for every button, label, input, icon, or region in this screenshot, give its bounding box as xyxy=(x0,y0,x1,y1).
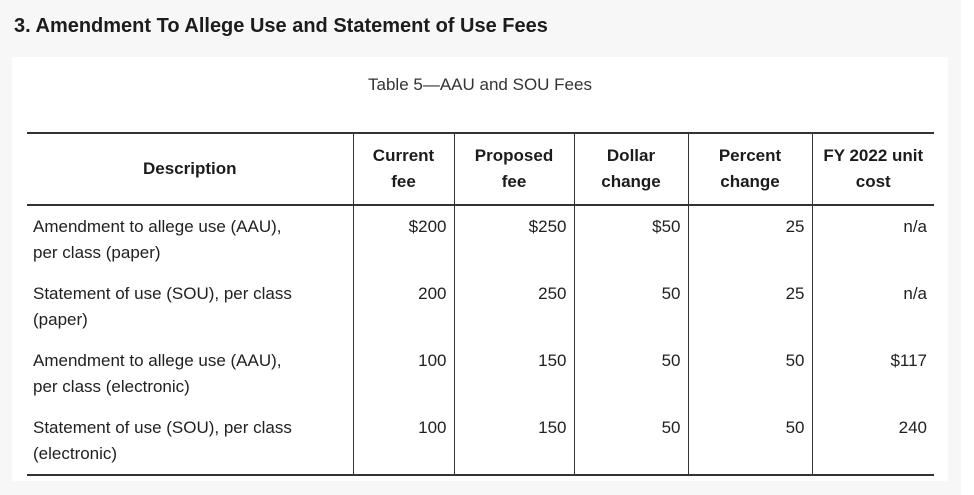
fees-table: Description Current fee Proposed fee Dol… xyxy=(27,132,934,476)
cell-percent-change: 25 xyxy=(687,273,812,340)
table-header-row: Description Current fee Proposed fee Dol… xyxy=(27,133,934,206)
cell-fy2022-unit-cost: n/a xyxy=(811,205,934,273)
column-header-fy2022-unit-cost: FY 2022 unit cost xyxy=(811,133,934,206)
table-row: Amendment to allege use (AAU), per class… xyxy=(27,205,934,273)
column-header-dollar-change: Dollar change xyxy=(573,133,688,206)
cell-dollar-change: 50 xyxy=(573,340,688,407)
column-header-description: Description xyxy=(27,133,353,206)
table-row: Amendment to allege use (AAU), per class… xyxy=(27,340,934,407)
column-header-proposed-fee: Proposed fee xyxy=(453,133,574,206)
cell-current-fee: 200 xyxy=(352,273,454,340)
cell-description: Amendment to allege use (AAU), per class… xyxy=(33,217,282,262)
table-caption: Table 5—AAU and SOU Fees xyxy=(368,75,592,94)
cell-proposed-fee: $250 xyxy=(453,205,574,273)
cell-current-fee: 100 xyxy=(352,340,454,407)
table-row: Statement of use (SOU), per class (paper… xyxy=(27,273,934,340)
cell-current-fee: $200 xyxy=(352,205,454,273)
cell-percent-change: 50 xyxy=(687,407,812,475)
cell-percent-change: 50 xyxy=(687,340,812,407)
cell-percent-change: 25 xyxy=(687,205,812,273)
content-card: Table 5—AAU and SOU Fees Description Cur… xyxy=(12,57,948,481)
cell-current-fee: 100 xyxy=(352,407,454,475)
cell-fy2022-unit-cost: 240 xyxy=(811,407,934,475)
column-header-percent-change: Percent change xyxy=(687,133,812,206)
table-row: Statement of use (SOU), per class (elect… xyxy=(27,407,934,475)
cell-description: Statement of use (SOU), per class (elect… xyxy=(33,418,292,463)
cell-dollar-change: 50 xyxy=(573,407,688,475)
cell-proposed-fee: 150 xyxy=(453,407,574,475)
scrollbar-track[interactable] xyxy=(961,0,974,495)
column-header-current-fee: Current fee xyxy=(352,133,454,206)
page-title: 3. Amendment To Allege Use and Statement… xyxy=(14,15,548,37)
cell-proposed-fee: 250 xyxy=(453,273,574,340)
cell-proposed-fee: 150 xyxy=(453,340,574,407)
cell-fy2022-unit-cost: n/a xyxy=(811,273,934,340)
cell-description: Amendment to allege use (AAU), per class… xyxy=(33,351,282,396)
cell-fy2022-unit-cost: $117 xyxy=(811,340,934,407)
cell-dollar-change: 50 xyxy=(573,273,688,340)
cell-dollar-change: $50 xyxy=(573,205,688,273)
cell-description: Statement of use (SOU), per class (paper… xyxy=(33,284,292,329)
